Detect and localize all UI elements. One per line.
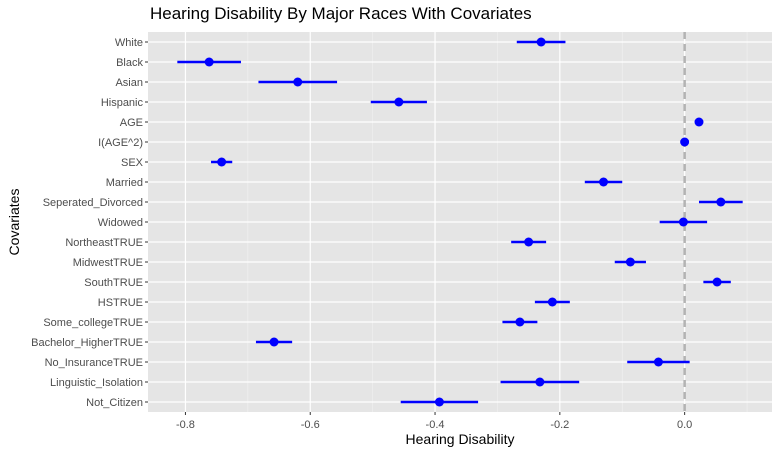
estimate-point — [535, 377, 545, 387]
y-tick-label: Not_Citizen — [86, 397, 143, 409]
estimate-point — [678, 217, 688, 227]
y-tick-label: AGE — [120, 117, 143, 129]
x-tick-label: -0.8 — [176, 419, 195, 431]
x-tick-label: 0.0 — [677, 419, 692, 431]
estimate-point — [204, 57, 214, 67]
estimate-point — [536, 37, 546, 47]
x-tick-label: -0.6 — [301, 419, 320, 431]
estimate-point — [394, 97, 404, 107]
estimate-point — [547, 297, 557, 307]
x-tick-labels: -0.8 -0.6 -0.4 -0.2 0.0 — [176, 412, 692, 431]
y-axis-title: Covariates — [6, 189, 22, 256]
y-tick-label: Asian — [115, 77, 143, 89]
y-tick-label: White — [115, 37, 143, 49]
y-tick-label: Black — [116, 57, 143, 69]
y-tick-label: HSTRUE — [98, 297, 143, 309]
y-tick-label: Hispanic — [101, 97, 144, 109]
y-tick-label: No_InsuranceTRUE — [45, 357, 143, 369]
estimate-point — [712, 277, 722, 287]
y-tick-label: SouthTRUE — [84, 277, 143, 289]
estimate-point — [269, 337, 279, 347]
y-tick-label: MidwestTRUE — [73, 257, 143, 269]
x-axis-title: Hearing Disability — [406, 431, 515, 447]
y-tick-label: Some_collegeTRUE — [43, 317, 143, 329]
estimate-point — [524, 237, 534, 247]
y-tick-label: Bachelor_HigherTRUE — [31, 337, 143, 349]
x-tick-label: -0.4 — [426, 419, 445, 431]
chart-title: Hearing Disability By Major Races With C… — [150, 4, 532, 23]
marks — [177, 37, 743, 407]
estimate-point — [716, 197, 726, 207]
y-tick-label: Married — [106, 177, 143, 189]
estimate-point — [653, 357, 663, 367]
estimate-point — [599, 177, 609, 187]
estimate-point — [515, 317, 525, 327]
x-tick-label: -0.2 — [550, 419, 569, 431]
y-tick-label: NortheastTRUE — [65, 237, 143, 249]
estimate-point — [694, 117, 704, 127]
estimate-point — [680, 137, 690, 147]
y-tick-label: Widowed — [98, 217, 143, 229]
estimate-point — [293, 77, 303, 87]
estimate-point — [434, 397, 444, 407]
y-tick-label: Seperated_Divorced — [43, 197, 143, 209]
y-tick-label: Linguistic_Isolation — [50, 377, 143, 389]
y-tick-label: I(AGE^2) — [98, 137, 143, 149]
estimate-point — [217, 157, 227, 167]
y-tick-label: SEX — [121, 157, 144, 169]
estimate-point — [625, 257, 635, 267]
y-tick-labels: White Black Asian Hispanic AGE I(AGE^2) SEX Mar… — [31, 37, 148, 409]
